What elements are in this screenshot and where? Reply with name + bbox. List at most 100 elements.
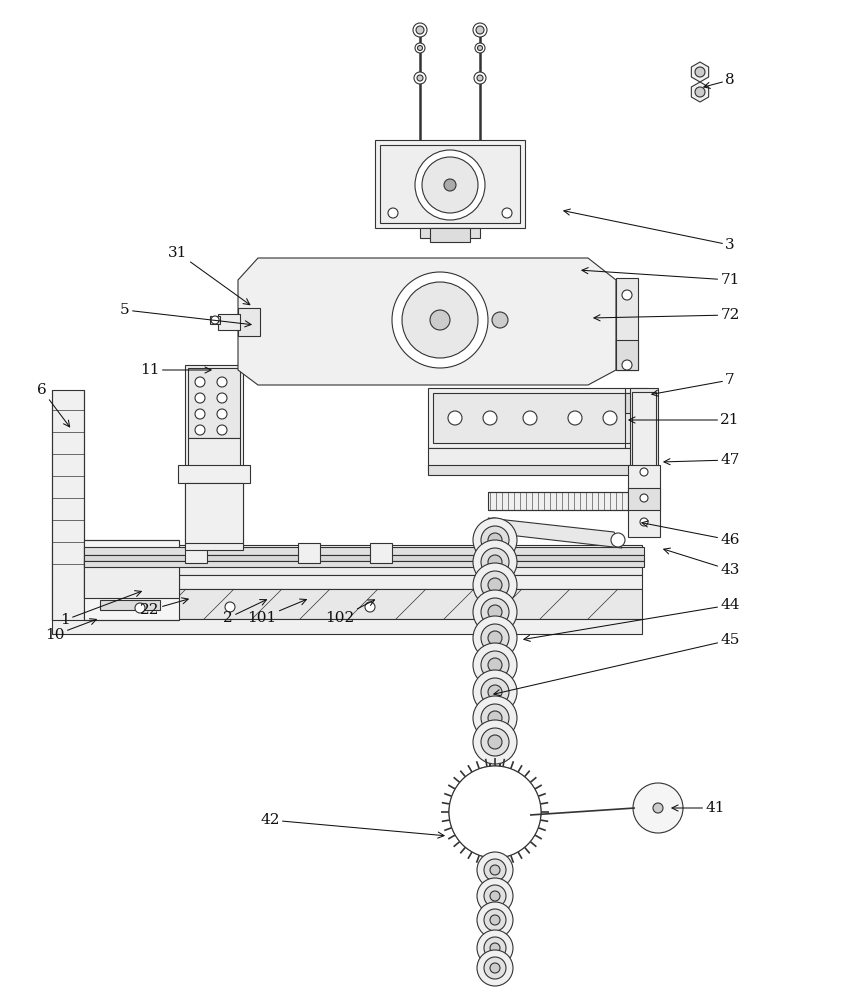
Circle shape [448, 411, 462, 425]
Bar [52, 545, 642, 563]
Text: 3: 3 [564, 209, 734, 252]
Circle shape [477, 75, 483, 81]
Bar [52, 563, 642, 575]
Circle shape [477, 902, 513, 938]
Circle shape [477, 950, 513, 986]
Circle shape [481, 704, 509, 732]
Text: 2: 2 [223, 600, 267, 625]
Circle shape [490, 943, 500, 953]
Circle shape [490, 865, 500, 875]
Bar [178, 465, 250, 483]
Circle shape [195, 425, 205, 435]
Circle shape [487, 804, 503, 820]
Circle shape [488, 711, 502, 725]
Bar [52, 575, 642, 589]
Circle shape [457, 774, 533, 850]
Text: 22: 22 [140, 598, 188, 617]
Text: 46: 46 [642, 521, 740, 547]
Circle shape [488, 658, 502, 672]
Bar [185, 483, 243, 543]
Circle shape [481, 526, 509, 554]
Bar [628, 488, 660, 510]
Circle shape [217, 409, 227, 419]
Text: 1: 1 [60, 591, 141, 627]
Bar [420, 228, 480, 238]
Circle shape [622, 290, 632, 300]
Circle shape [473, 670, 517, 714]
Circle shape [473, 696, 517, 740]
Circle shape [473, 720, 517, 764]
Circle shape [488, 605, 502, 619]
Circle shape [217, 425, 227, 435]
Bar [84, 547, 644, 555]
Circle shape [422, 157, 478, 213]
Text: 21: 21 [629, 413, 740, 427]
Circle shape [392, 272, 488, 368]
Text: 31: 31 [169, 246, 249, 305]
Text: 5: 5 [120, 303, 251, 327]
Bar [370, 543, 392, 563]
Bar [430, 228, 470, 242]
Text: 11: 11 [140, 363, 211, 377]
Circle shape [430, 310, 450, 330]
Circle shape [473, 643, 517, 687]
Text: 72: 72 [594, 308, 740, 322]
Circle shape [477, 930, 513, 966]
Circle shape [195, 377, 205, 387]
Circle shape [490, 963, 500, 973]
Text: 43: 43 [664, 548, 740, 577]
Polygon shape [691, 62, 709, 82]
Circle shape [486, 518, 502, 534]
Polygon shape [691, 82, 709, 102]
Circle shape [415, 43, 425, 53]
Circle shape [488, 533, 502, 547]
Circle shape [125, 602, 135, 612]
Circle shape [502, 208, 512, 218]
Bar [185, 543, 207, 563]
Bar [298, 543, 320, 563]
Circle shape [479, 796, 511, 828]
Circle shape [473, 540, 517, 584]
Bar [52, 390, 84, 620]
Circle shape [365, 602, 375, 612]
Circle shape [449, 766, 541, 858]
Circle shape [477, 878, 513, 914]
Text: 101: 101 [248, 599, 306, 625]
Circle shape [476, 26, 484, 34]
Bar [616, 278, 638, 370]
Bar [188, 438, 240, 468]
Circle shape [653, 803, 663, 813]
Circle shape [388, 208, 398, 218]
Circle shape [633, 783, 683, 833]
Text: 6: 6 [37, 383, 70, 427]
Circle shape [495, 602, 505, 612]
Circle shape [603, 411, 617, 425]
Circle shape [413, 23, 427, 37]
Circle shape [568, 411, 582, 425]
Circle shape [135, 603, 145, 613]
Bar [84, 555, 644, 561]
Circle shape [477, 45, 482, 50]
Circle shape [481, 651, 509, 679]
Bar [380, 145, 520, 223]
Polygon shape [488, 518, 622, 548]
Circle shape [444, 179, 456, 191]
Circle shape [484, 909, 506, 931]
Bar [488, 492, 636, 510]
Circle shape [490, 891, 500, 901]
Circle shape [225, 602, 235, 612]
Circle shape [417, 45, 422, 50]
Circle shape [473, 590, 517, 634]
Circle shape [416, 26, 424, 34]
Bar [433, 393, 643, 443]
Circle shape [640, 468, 648, 476]
Bar [628, 465, 660, 537]
Circle shape [415, 150, 485, 220]
Circle shape [695, 67, 705, 77]
Circle shape [481, 598, 509, 626]
Circle shape [481, 571, 509, 599]
Circle shape [611, 533, 625, 547]
Bar [52, 589, 642, 619]
Bar [428, 465, 648, 475]
Circle shape [695, 87, 705, 97]
